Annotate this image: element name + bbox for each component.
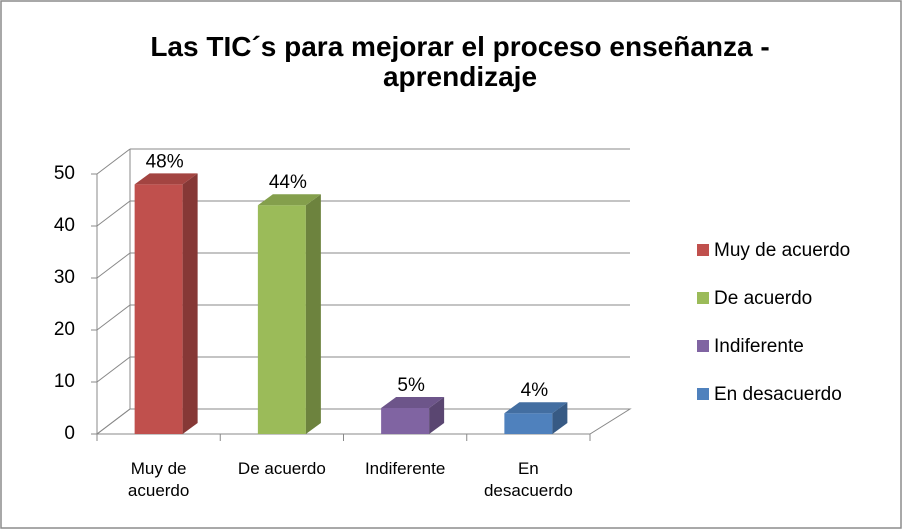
bar <box>257 194 321 434</box>
grid-line <box>96 408 131 435</box>
legend-swatch <box>697 292 709 304</box>
x-label-box: De acuerdo <box>237 459 326 478</box>
bar-front <box>381 408 430 434</box>
bar-top <box>504 402 568 414</box>
data-label: 44% <box>269 172 307 193</box>
bar-front <box>257 205 306 434</box>
y-tick-label: 20 <box>54 319 75 340</box>
chart-title: Las TIC´s para mejorar el proceso enseña… <box>150 32 770 92</box>
bar-side <box>182 173 198 434</box>
grid-line <box>96 356 131 383</box>
y-tick-label: 50 <box>54 163 75 184</box>
bar-front <box>134 184 183 434</box>
y-tick-label: 10 <box>54 371 75 392</box>
bar-side <box>305 194 321 434</box>
legend-label: Muy de acuerdo <box>714 240 850 261</box>
x-label-box: Muy de acuerdo <box>127 459 190 500</box>
x-label-box: Indiferente <box>364 459 446 478</box>
data-label: 48% <box>146 151 184 172</box>
legend-swatch <box>697 244 709 256</box>
legend-label: En desacuerdo <box>714 384 842 405</box>
legend-swatch <box>697 388 709 400</box>
bar <box>134 173 198 434</box>
legend-swatch <box>697 340 709 352</box>
data-label: 4% <box>521 380 549 401</box>
legend-label: De acuerdo <box>714 288 812 309</box>
title-box: Las TIC´s para mejorar el proceso enseña… <box>150 32 770 92</box>
x-tick-label: En desacuerdo <box>483 459 573 500</box>
y-tick-label: 30 <box>54 267 75 288</box>
legend-label: Indiferente <box>714 336 804 357</box>
bar-top <box>381 397 445 408</box>
bar-top <box>134 173 198 185</box>
bar <box>381 397 445 434</box>
x-tick-label: Indiferente <box>364 459 446 478</box>
bar-front <box>504 413 553 434</box>
grid-line <box>96 304 131 331</box>
bar-top <box>257 194 321 206</box>
data-label: 5% <box>397 375 425 396</box>
x-tick-label: De acuerdo <box>237 459 326 478</box>
y-tick-label: 0 <box>64 423 75 444</box>
grid-line <box>96 252 131 279</box>
grid-line <box>96 200 131 227</box>
bar-side <box>552 402 568 434</box>
bar <box>504 402 568 434</box>
x-label-box: En desacuerdo <box>483 459 573 500</box>
grid-line <box>96 148 131 175</box>
x-tick-label: Muy de acuerdo <box>127 459 190 500</box>
y-tick-label: 40 <box>54 215 75 236</box>
bar-side <box>429 397 445 434</box>
